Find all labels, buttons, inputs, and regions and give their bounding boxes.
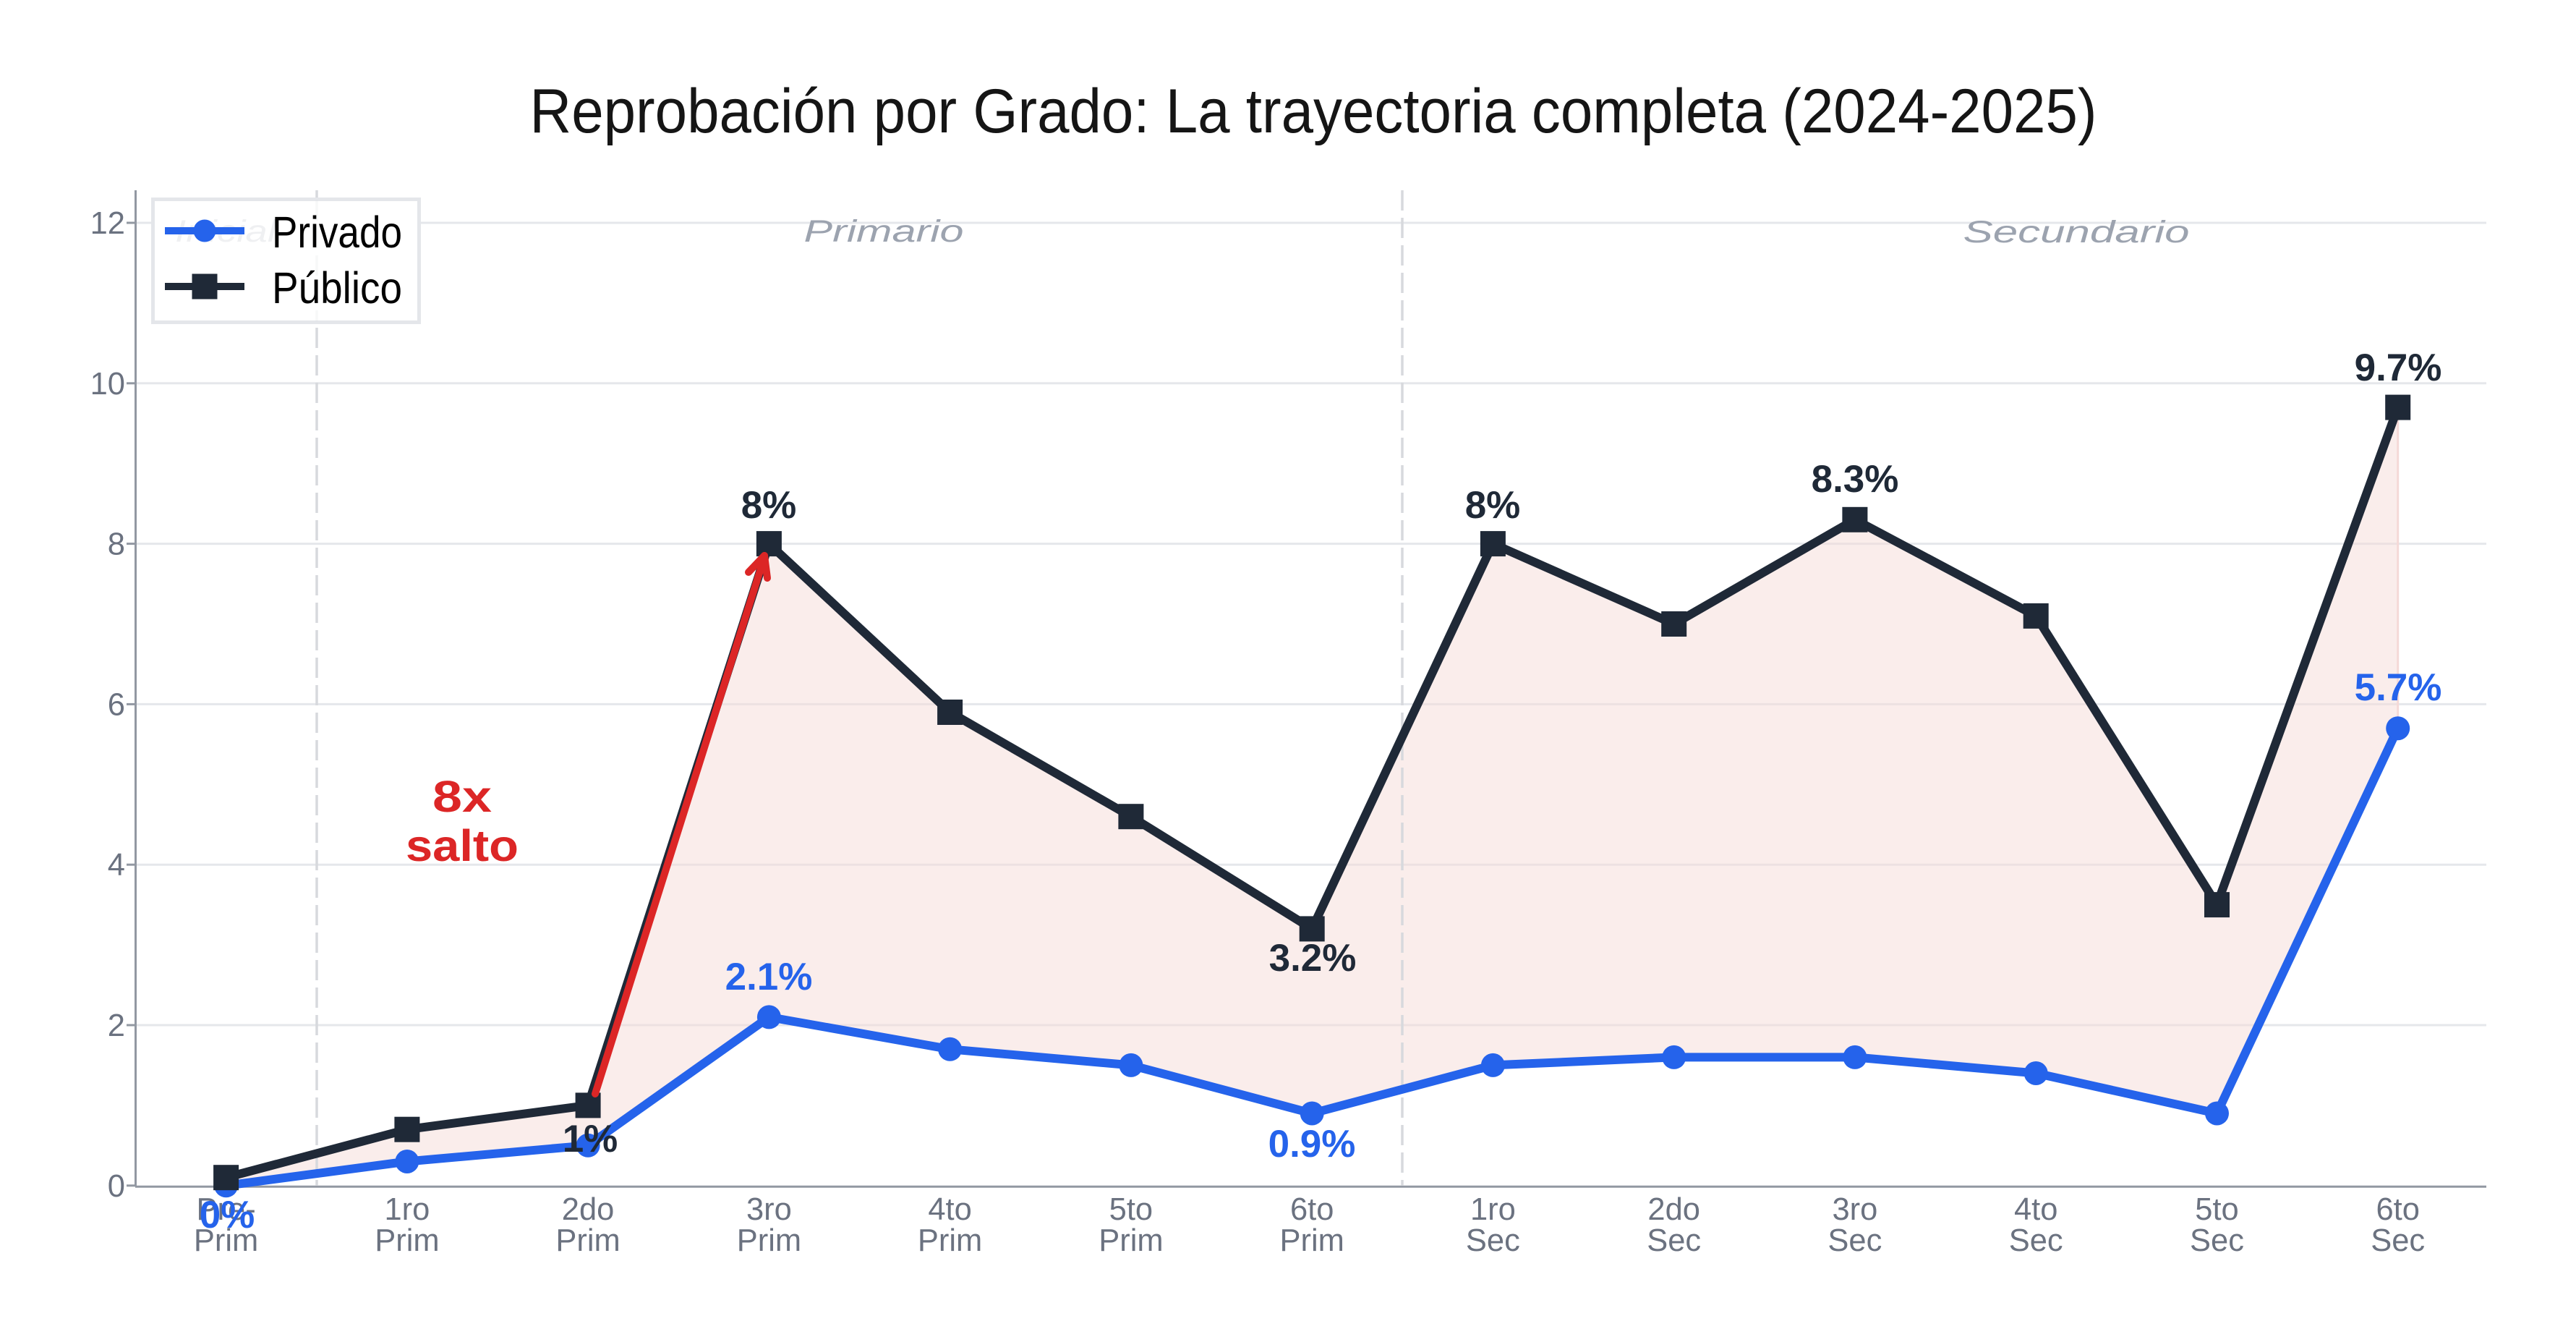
svg-text:Privado: Privado (272, 208, 402, 257)
svg-text:8: 8 (108, 527, 125, 562)
svg-text:10: 10 (90, 367, 125, 402)
svg-text:Sec: Sec (2190, 1223, 2244, 1258)
svg-text:Primario: Primario (804, 214, 964, 249)
svg-text:Sec: Sec (2009, 1223, 2063, 1258)
svg-text:Prim: Prim (194, 1223, 258, 1258)
svg-text:4: 4 (108, 848, 125, 883)
svg-text:Prim: Prim (1279, 1223, 1344, 1258)
svg-text:6to: 6to (2376, 1192, 2419, 1227)
svg-text:8x: 8x (432, 772, 492, 821)
svg-text:Prim: Prim (1099, 1223, 1163, 1258)
svg-text:12: 12 (90, 206, 125, 241)
svg-text:2do: 2do (1647, 1192, 1700, 1227)
svg-text:Prim: Prim (918, 1223, 982, 1258)
svg-text:1ro: 1ro (1470, 1192, 1516, 1227)
svg-text:Sec: Sec (1827, 1223, 1882, 1258)
svg-text:3.2%: 3.2% (1269, 937, 1357, 980)
svg-text:Público: Público (272, 263, 402, 313)
svg-text:0%: 0% (200, 1194, 255, 1236)
svg-text:3ro: 3ro (1832, 1192, 1877, 1227)
svg-text:Prim: Prim (737, 1223, 801, 1258)
svg-text:4to: 4to (928, 1192, 971, 1227)
svg-text:Sec: Sec (1647, 1223, 1701, 1258)
svg-text:5to: 5to (2195, 1192, 2238, 1227)
svg-text:5to: 5to (1109, 1192, 1153, 1227)
svg-text:1%: 1% (563, 1118, 618, 1160)
svg-text:8%: 8% (1465, 484, 1521, 527)
svg-text:2: 2 (108, 1008, 125, 1043)
svg-text:2.1%: 2.1% (725, 956, 813, 998)
svg-text:Prim: Prim (555, 1223, 620, 1258)
svg-text:8.3%: 8.3% (1812, 458, 1899, 501)
svg-text:Pre-: Pre- (197, 1192, 256, 1227)
svg-text:Sec: Sec (1466, 1223, 1520, 1258)
svg-text:6to: 6to (1290, 1192, 1334, 1227)
svg-text:1ro: 1ro (384, 1192, 430, 1227)
svg-text:8%: 8% (741, 484, 797, 527)
svg-text:5.7%: 5.7% (2355, 666, 2442, 709)
svg-text:Secundario: Secundario (1963, 215, 2190, 250)
svg-text:4to: 4to (2014, 1192, 2057, 1227)
svg-text:2do: 2do (562, 1192, 615, 1227)
svg-text:9.7%: 9.7% (2355, 347, 2442, 389)
svg-text:salto: salto (406, 821, 519, 870)
svg-text:Sec: Sec (2371, 1223, 2425, 1258)
svg-text:0.9%: 0.9% (1268, 1123, 1356, 1165)
svg-text:0: 0 (108, 1169, 125, 1204)
svg-text:Prim: Prim (375, 1223, 439, 1258)
svg-text:Reprobación por Grado: La tray: Reprobación por Grado: La trayectoria co… (530, 77, 2097, 146)
svg-text:6: 6 (108, 687, 125, 722)
svg-text:3ro: 3ro (746, 1192, 792, 1227)
